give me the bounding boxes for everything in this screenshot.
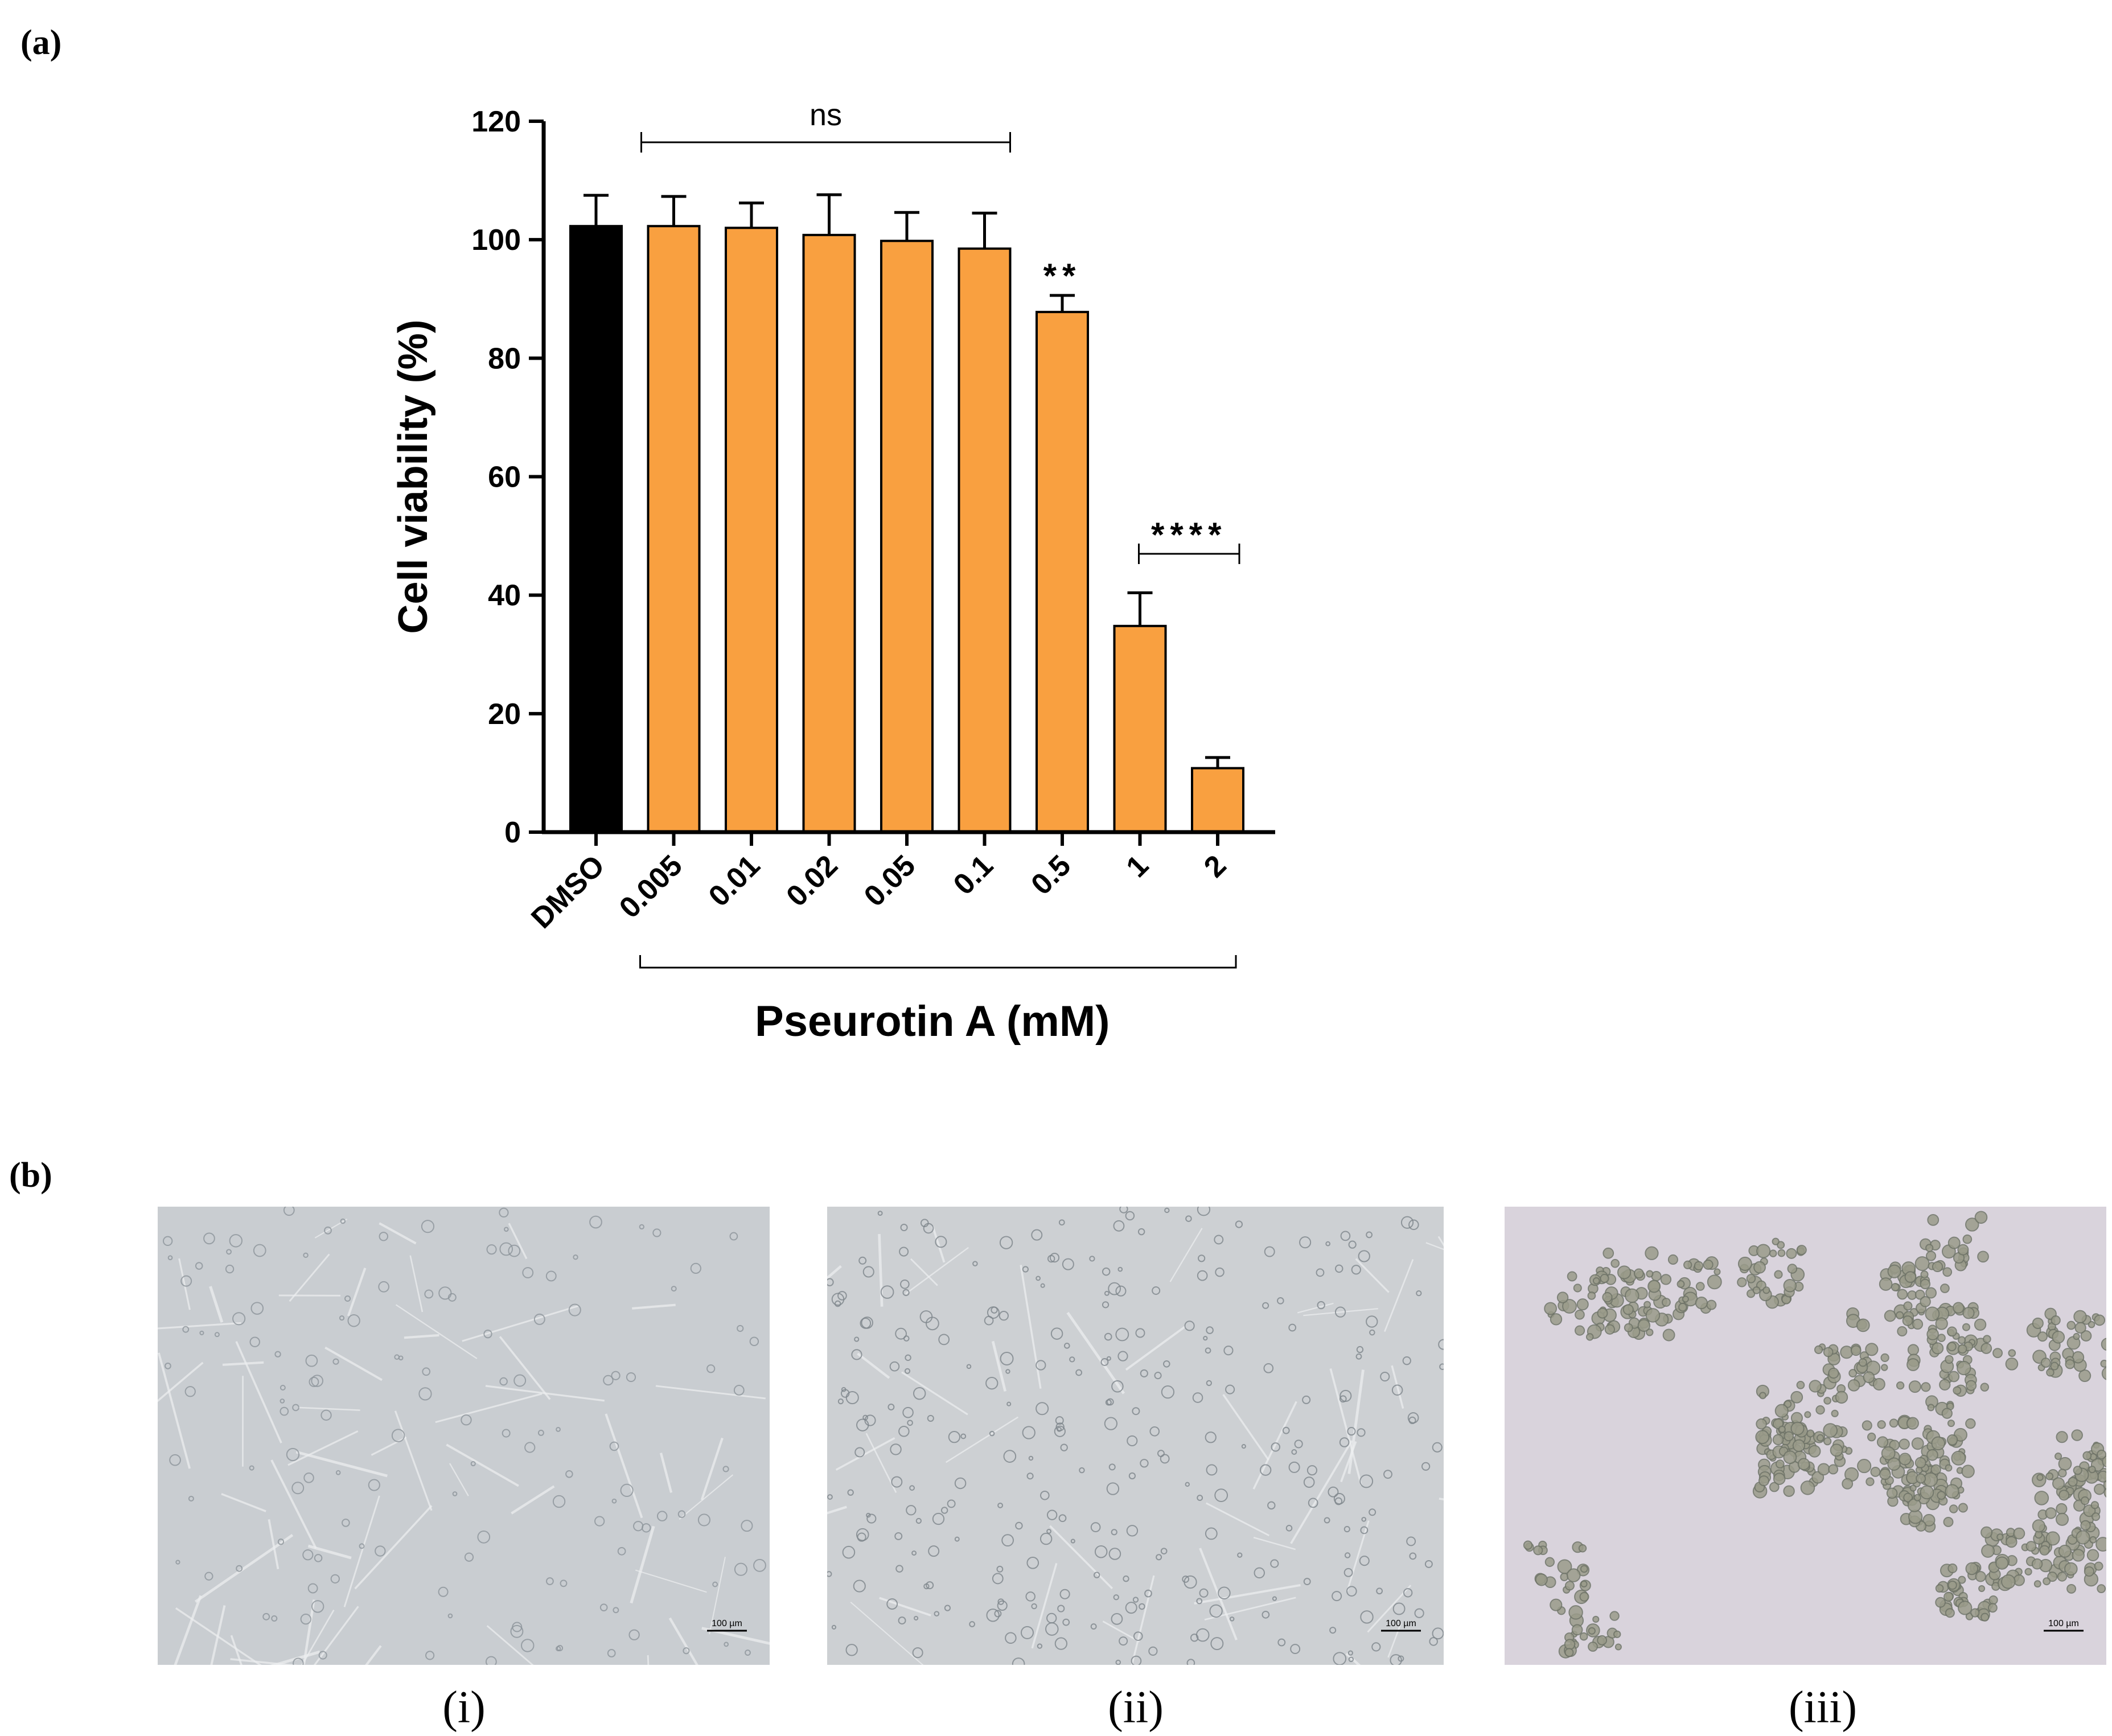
y-tick-label: 20 (488, 698, 521, 731)
bar-chart: 0 20 40 60 80 100 120 DMSO 0.005 0.01 0.02 0.05 0.1 0… (391, 98, 1275, 1046)
ns-label: ns (810, 98, 842, 132)
treatment-bracket (639, 955, 1237, 969)
micrograph-ii: 100 µm (827, 1207, 1444, 1665)
x-tick-label: 0.02 (780, 849, 844, 913)
caption-ii: (ii) (1108, 1682, 1164, 1733)
panel-a-label: (a) (20, 23, 62, 62)
scale-bar-label: 100 µm (1386, 1619, 1416, 1628)
y-tick-label: 80 (488, 342, 521, 375)
x-tick-label: 0.1 (947, 849, 1000, 901)
significance-bracket (1138, 544, 1240, 564)
y-tick-label: 100 (471, 224, 521, 257)
scale-bar-label: 100 µm (2048, 1619, 2079, 1628)
x-tick-label: 0.5 (1025, 849, 1077, 901)
y-axis-title: Cell viability (%) (391, 319, 436, 633)
x-tick-label: DMSO (525, 849, 611, 935)
y-tick-label: 60 (488, 461, 521, 494)
bar (1036, 311, 1089, 833)
bar (1191, 767, 1244, 833)
x-tick-label: 2 (1198, 849, 1232, 883)
ns-bracket (640, 132, 1011, 153)
y-tick-label: 40 (488, 579, 521, 612)
micrograph-i: 100 µm (158, 1207, 770, 1665)
bar (958, 247, 1012, 833)
x-tick-label: 0.01 (702, 849, 767, 913)
caption-iii: (iii) (1789, 1682, 1857, 1733)
x-tick-label: 0.05 (858, 849, 922, 913)
caption-i: (i) (442, 1682, 486, 1733)
y-tick-label: 0 (504, 816, 521, 849)
x-tick-label: 1 (1120, 849, 1155, 883)
bar (1113, 624, 1167, 834)
micrograph-background (158, 1207, 770, 1665)
bar (802, 233, 856, 834)
bar (880, 240, 934, 834)
y-tick-label: 120 (471, 105, 521, 138)
scale-bar-label: 100 µm (712, 1619, 742, 1628)
bar (647, 225, 701, 833)
panel-b-label: (b) (9, 1156, 52, 1195)
significance-label: **** (1151, 516, 1227, 554)
significance-label: ** (1043, 257, 1082, 295)
x-tick-label: 0.005 (613, 849, 689, 924)
bar (569, 225, 623, 833)
x-axis-title: Pseurotin A (mM) (755, 997, 1110, 1046)
micrograph-iii: 100 µm (1505, 1207, 2106, 1665)
bar (725, 227, 778, 834)
